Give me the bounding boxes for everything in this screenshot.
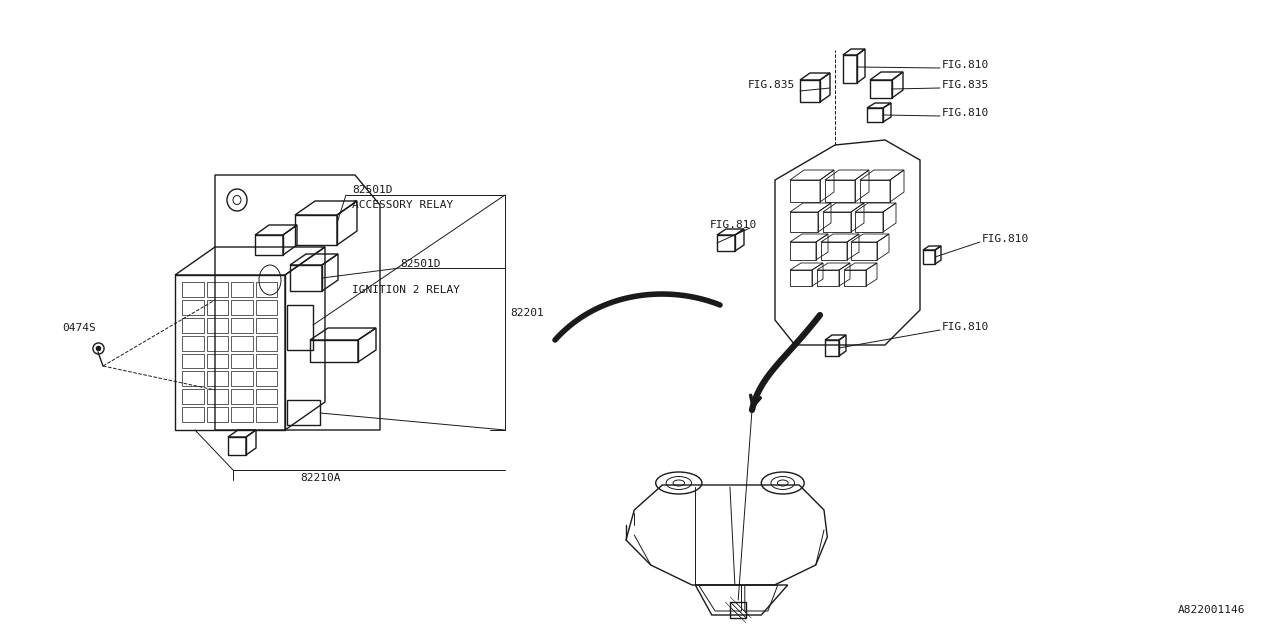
Bar (256, 300, 276, 315)
Bar (206, 371, 228, 387)
Text: FIG.810: FIG.810 (982, 234, 1029, 244)
Bar (206, 300, 228, 315)
Bar (230, 371, 252, 387)
Bar (230, 407, 252, 422)
Bar (256, 282, 276, 297)
Bar (256, 317, 276, 333)
Bar (230, 335, 252, 351)
Bar (730, 602, 746, 618)
Text: FIG.810: FIG.810 (942, 108, 989, 118)
Bar (256, 335, 276, 351)
Text: 82501D: 82501D (352, 185, 393, 195)
Text: 82201: 82201 (509, 308, 544, 318)
Bar (206, 317, 228, 333)
Text: FIG.810: FIG.810 (710, 220, 758, 230)
Bar (182, 407, 204, 422)
Bar (182, 389, 204, 404)
Bar (182, 317, 204, 333)
Bar (182, 335, 204, 351)
Bar (256, 353, 276, 369)
Bar (206, 353, 228, 369)
Bar (256, 407, 276, 422)
Bar (256, 389, 276, 404)
Bar (182, 282, 204, 297)
Text: FIG.835: FIG.835 (942, 80, 989, 90)
Bar (206, 389, 228, 404)
Text: ACCESSORY RELAY: ACCESSORY RELAY (352, 200, 453, 210)
Bar (256, 371, 276, 387)
Bar (182, 353, 204, 369)
Bar (182, 300, 204, 315)
Bar (206, 335, 228, 351)
Text: IGNITION 2 RELAY: IGNITION 2 RELAY (352, 285, 460, 295)
Text: 82501D: 82501D (401, 259, 440, 269)
Text: FIG.810: FIG.810 (942, 60, 989, 70)
Bar (182, 371, 204, 387)
Bar (206, 282, 228, 297)
Bar (230, 389, 252, 404)
Text: FIG.835: FIG.835 (748, 80, 795, 90)
Bar (230, 282, 252, 297)
Text: 82210A: 82210A (300, 473, 340, 483)
Bar (230, 317, 252, 333)
Text: 0474S: 0474S (61, 323, 96, 333)
Bar (230, 353, 252, 369)
Bar (230, 300, 252, 315)
Bar (206, 407, 228, 422)
Text: A822001146: A822001146 (1178, 605, 1245, 615)
Text: FIG.810: FIG.810 (942, 322, 989, 332)
